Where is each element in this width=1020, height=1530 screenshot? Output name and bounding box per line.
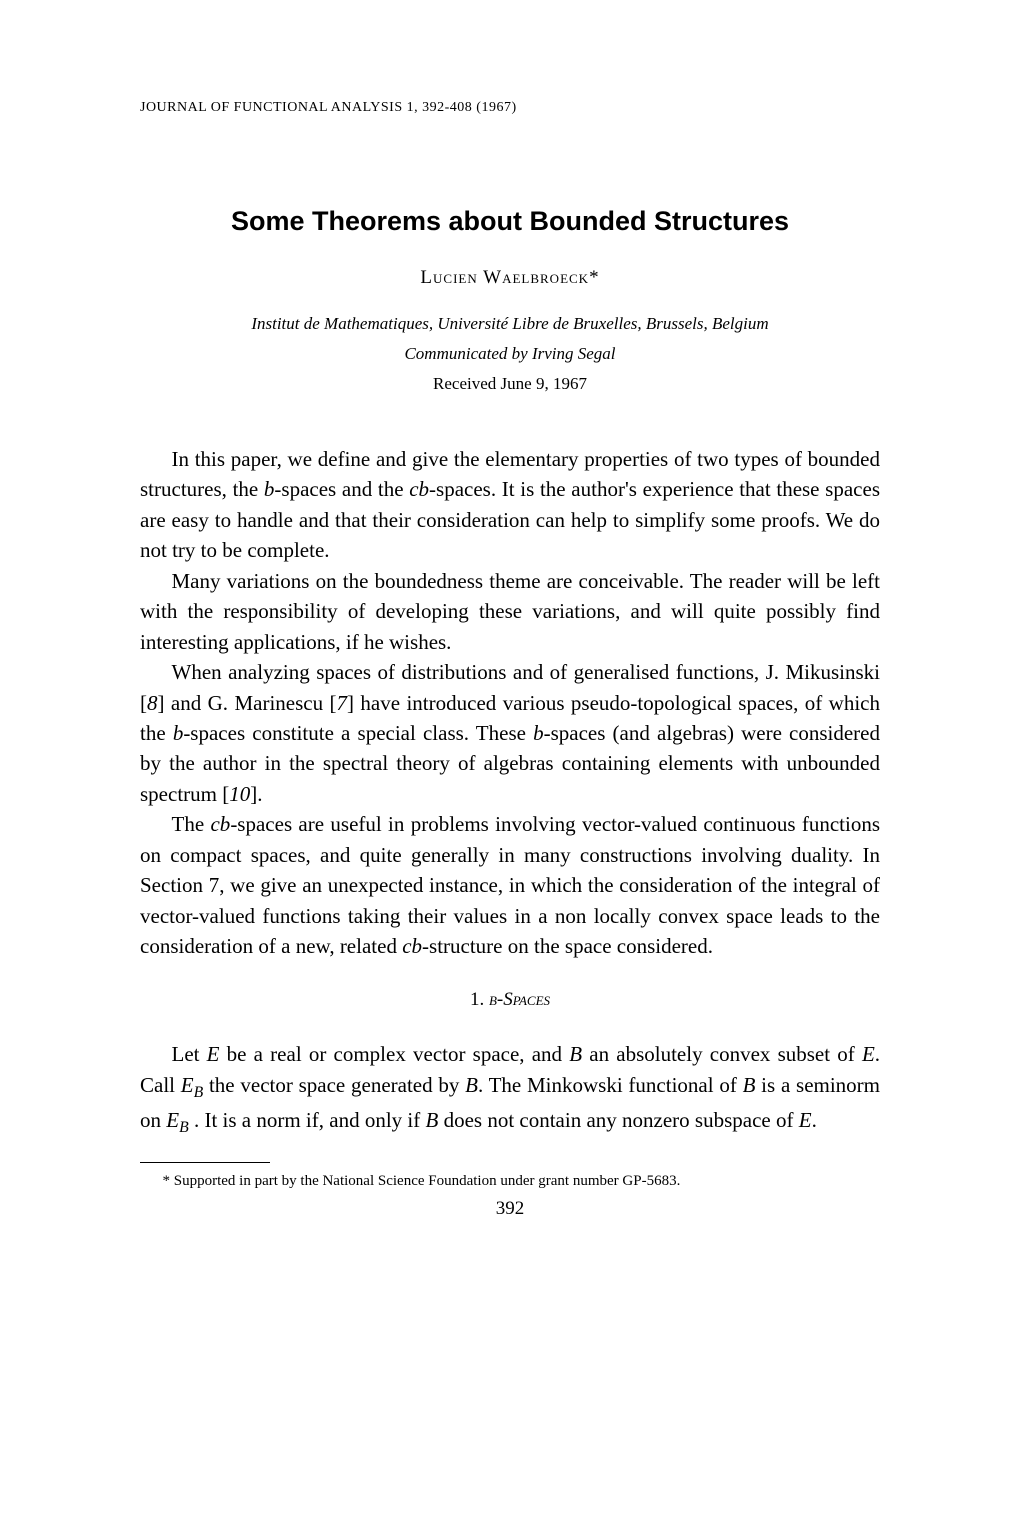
math-var: B <box>743 1073 756 1097</box>
citation-number: 7 <box>337 691 348 715</box>
math-var: E <box>862 1042 875 1066</box>
text-run: . The Minkowski functional of <box>478 1073 743 1097</box>
section-heading: 1. b-Spaces <box>140 989 880 1011</box>
author-name: Lucien Waelbroeck* <box>140 267 880 289</box>
math-var: B <box>465 1073 478 1097</box>
math-subscript: B <box>179 1119 189 1136</box>
journal-header: JOURNAL OF FUNCTIONAL ANALYSIS 1, 392-40… <box>140 100 880 116</box>
math-subscript: B <box>194 1084 204 1101</box>
text-run: be a real or complex vector space, and <box>220 1042 570 1066</box>
section-number: 1. <box>470 989 489 1010</box>
italic-term: b <box>264 477 275 501</box>
text-run: does not contain any nonzero subspace of <box>438 1108 798 1132</box>
italic-term: cb <box>409 477 429 501</box>
received-date: Received June 9, 1967 <box>140 374 880 394</box>
math-var: E <box>166 1108 179 1132</box>
citation-number: 8 <box>147 691 158 715</box>
paragraph-3: When analyzing spaces of distributions a… <box>140 657 880 809</box>
text-run: ]. <box>250 782 262 806</box>
section-body: Let E be a real or complex vector space,… <box>140 1039 880 1139</box>
text-run: -spaces and the <box>274 477 409 501</box>
paragraph-5: Let E be a real or complex vector space,… <box>140 1039 880 1139</box>
paragraph-2: Many variations on the boundedness theme… <box>140 566 880 657</box>
italic-term: b <box>533 721 544 745</box>
abstract-body: In this paper, we define and give the el… <box>140 444 880 961</box>
section-label: b-Spaces <box>489 989 550 1010</box>
math-var: B <box>426 1108 439 1132</box>
text-run: -spaces constitute a special class. Thes… <box>183 721 533 745</box>
footnote-text: * Supported in part by the National Scie… <box>140 1171 880 1192</box>
text-run: Let <box>172 1042 207 1066</box>
article-title: Some Theorems about Bounded Structures <box>140 206 880 237</box>
italic-term: b <box>173 721 184 745</box>
page-number: 392 <box>140 1198 880 1220</box>
text-run: the vector space generated by <box>203 1073 465 1097</box>
math-var: E <box>799 1108 812 1132</box>
math-var: E <box>207 1042 220 1066</box>
math-var: B <box>569 1042 582 1066</box>
text-run: ] and G. Marinescu [ <box>158 691 337 715</box>
math-var: E <box>181 1073 194 1097</box>
footnote-rule <box>140 1162 270 1163</box>
text-run: . It is a norm if, and only if <box>189 1108 426 1132</box>
author-affiliation: Institut de Mathematiques, Université Li… <box>140 314 880 334</box>
text-run: an absolutely convex subset of <box>582 1042 862 1066</box>
paragraph-1: In this paper, we define and give the el… <box>140 444 880 566</box>
text-run: -structure on the space considered. <box>422 934 713 958</box>
text-run: . <box>812 1108 817 1132</box>
communicated-by: Communicated by Irving Segal <box>140 344 880 364</box>
citation-number: 10 <box>229 782 250 806</box>
italic-term: cb <box>210 812 230 836</box>
text-run: The <box>172 812 211 836</box>
paragraph-4: The cb-spaces are useful in problems inv… <box>140 809 880 961</box>
italic-term: cb <box>402 934 422 958</box>
